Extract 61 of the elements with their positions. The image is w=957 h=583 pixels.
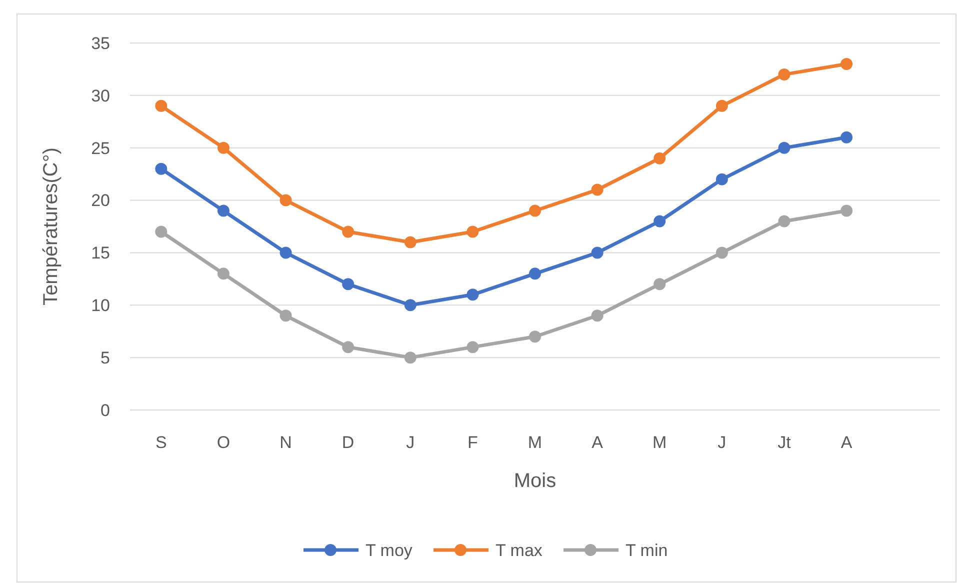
y-tick-label: 10 <box>91 296 110 316</box>
point <box>778 215 790 228</box>
point <box>840 58 853 70</box>
legend-label: T min <box>626 540 668 560</box>
point <box>155 226 168 238</box>
point <box>280 310 292 322</box>
x-tick-label: N <box>280 433 292 452</box>
point <box>217 204 230 217</box>
x-tick-label: O <box>216 433 230 452</box>
x-tick-label: S <box>155 433 167 452</box>
point <box>466 288 479 301</box>
point <box>217 142 230 154</box>
point <box>591 310 604 322</box>
legend-label: T max <box>496 540 543 560</box>
point <box>716 246 728 259</box>
x-tick-label: A <box>840 433 853 452</box>
legend-label: T moy <box>366 540 413 560</box>
y-tick-label: 5 <box>100 348 110 368</box>
x-tick-label: J <box>718 433 726 452</box>
point <box>280 194 292 206</box>
y-tick-label: 15 <box>91 244 110 263</box>
point <box>654 215 666 228</box>
x-tick-label: F <box>467 433 478 452</box>
point <box>529 330 541 343</box>
point <box>466 226 479 238</box>
point <box>840 204 853 217</box>
point <box>466 341 479 354</box>
point <box>155 100 168 112</box>
point <box>404 299 416 312</box>
x-tick-label: D <box>342 433 354 452</box>
point <box>591 246 604 259</box>
point <box>778 142 790 154</box>
point <box>217 268 230 280</box>
point <box>404 352 416 364</box>
y-tick-label: 30 <box>91 86 110 106</box>
y-tick-label: 0 <box>100 400 110 420</box>
x-tick-label: A <box>592 433 604 452</box>
point <box>716 173 728 186</box>
y-axis-title: Températures(C°) <box>40 147 62 306</box>
point <box>840 131 853 144</box>
x-tick-label: Jt <box>778 433 792 452</box>
y-tick-label: 20 <box>91 191 110 210</box>
point <box>342 226 354 238</box>
point <box>404 236 416 248</box>
x-tick-label: M <box>652 433 667 452</box>
y-tick-label: 35 <box>91 34 110 53</box>
point <box>654 152 666 164</box>
point <box>529 268 541 280</box>
point <box>342 341 354 354</box>
x-tick-label: M <box>528 433 542 452</box>
point <box>591 184 604 196</box>
y-tick-label: 25 <box>91 138 110 158</box>
point <box>778 68 790 80</box>
x-tick-label: J <box>406 433 415 452</box>
point <box>529 204 541 217</box>
point <box>155 162 168 175</box>
point <box>342 278 354 290</box>
x-axis-title: Mois <box>514 470 556 492</box>
point <box>716 100 728 112</box>
point <box>280 246 292 259</box>
point <box>654 278 666 290</box>
